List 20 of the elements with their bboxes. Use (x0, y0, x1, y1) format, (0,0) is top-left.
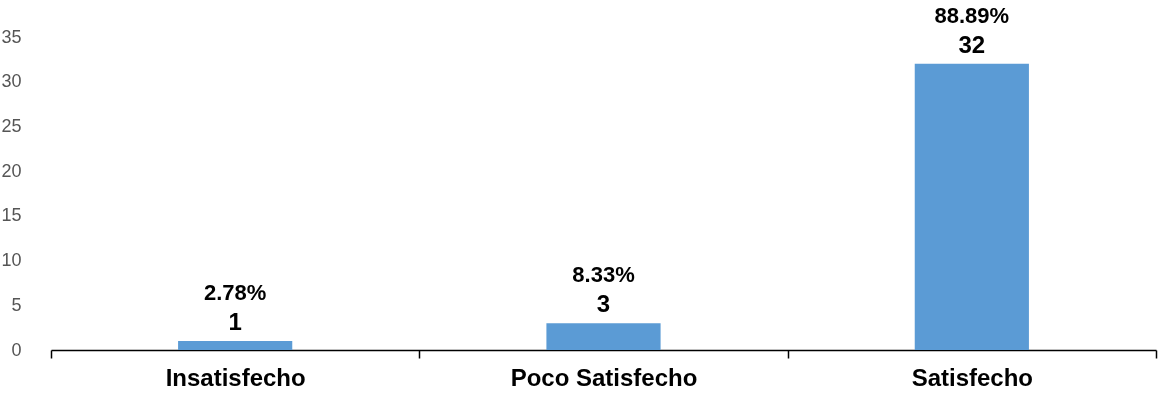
data-label: 3 (596, 290, 611, 318)
annotation: 8.33% (572, 262, 635, 288)
y-tick-label: 35 (1, 26, 22, 47)
y-tick-label: 0 (11, 339, 22, 360)
annotation: 88.89% (934, 2, 1010, 28)
bar (546, 323, 661, 350)
x-tick-label: Insatisfecho (165, 363, 306, 391)
y-tick-label: 30 (1, 71, 22, 92)
annotation: 2.78% (203, 280, 267, 306)
y-tick-label: 15 (1, 205, 22, 226)
y-tick-label: 5 (11, 294, 22, 315)
x-tick-label: Satisfecho (911, 363, 1034, 391)
bar (914, 63, 1029, 350)
y-tick-label: 10 (1, 250, 22, 271)
y-tick-label: 20 (1, 160, 22, 181)
y-tick-label: 25 (1, 115, 22, 136)
x-tick-label: Poco Satisfecho (510, 363, 698, 391)
bar (178, 341, 293, 350)
data-label: 1 (228, 308, 242, 336)
data-label: 32 (958, 30, 986, 58)
